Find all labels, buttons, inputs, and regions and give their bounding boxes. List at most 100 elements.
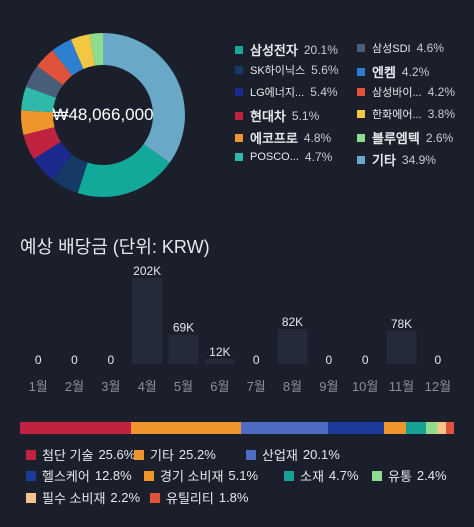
holding-legend-item[interactable]: SK하이닉스 5.6% [235,62,339,78]
sector-legend-item: 필수 소비재 2.2% [26,488,140,507]
dividend-bar [132,278,163,364]
legend-swatch [246,449,256,460]
donut-slice[interactable] [20,110,55,135]
legend-swatch [235,133,243,142]
donut-slice[interactable] [33,141,73,180]
donut-slice[interactable] [89,33,103,66]
holding-percent: 20.1% [303,42,338,57]
holding-legend-item[interactable]: 한화에어... 3.8% [357,106,455,122]
sector-legend-item: 첨단 기술 25.6% [26,445,135,464]
holding-legend-item[interactable]: POSCO... 4.7% [235,150,332,164]
holding-legend-item[interactable]: 블루엠텍 2.6% [357,128,453,147]
donut-slice[interactable] [103,33,185,163]
sector-percent: 2.4% [416,468,447,483]
sector-name: 소재 [300,469,324,484]
donut-slice[interactable] [70,34,95,69]
month-label: 8월 [282,379,303,394]
dividend-bar [386,330,417,364]
holding-legend-item[interactable]: 엔켐 4.2% [357,62,429,81]
donut-slice[interactable] [52,154,88,193]
sector-segment [20,422,132,434]
portfolio-total-value: ₩48,066,000 [52,105,154,124]
sector-name: 기타 [150,448,174,463]
sector-segment [327,422,384,434]
legend-swatch [134,449,144,460]
holding-name: SK하이닉스 [250,65,306,77]
month-label: 7월 [246,379,266,394]
legend-swatch [372,470,382,481]
sector-percent: 1.8% [218,490,249,505]
holding-name: 블루엠텍 [372,131,420,146]
donut-slice[interactable] [26,65,63,98]
holding-legend-item[interactable]: 삼성전자 20.1% [235,40,338,59]
sector-percent: 5.1% [228,468,259,483]
sector-segment [131,422,241,434]
dividend-value-label: 0 [35,353,42,367]
holding-percent: 4.6% [416,41,444,55]
donut-slice[interactable] [77,144,170,197]
legend-swatch [357,110,365,118]
sector-segment [426,422,437,434]
holding-percent: 4.2% [401,64,430,79]
donut-slice[interactable] [37,50,73,86]
holding-legend-item[interactable]: 삼성바이... 4.2% [357,84,455,100]
dividend-value-label: 82K [282,315,303,329]
sector-segment [383,422,406,434]
dividend-value-label: 0 [434,353,441,367]
dividend-value-label: 69K [173,321,194,335]
dividend-value-label: 78K [391,317,412,331]
legend-swatch [235,88,243,96]
holding-percent: 34.9% [401,152,436,167]
dividend-bar [277,329,308,364]
month-label: 2월 [64,379,85,394]
holding-percent: 5.4% [310,85,338,99]
sector-segment [405,422,427,434]
holding-legend-item[interactable]: 기타 34.9% [357,150,436,169]
donut-slice[interactable] [23,127,61,159]
legend-swatch [357,67,365,76]
legend-swatch [357,88,365,96]
sector-allocation-bar [20,422,454,434]
dividend-value-label: 0 [325,353,332,367]
holding-legend-item[interactable]: 삼성SDI 4.6% [357,40,444,56]
sector-legend-item: 산업재 20.1% [246,445,340,464]
sector-segment [240,422,328,434]
dividend-value-label: 202K [133,264,161,278]
dividend-value-label: 0 [253,353,260,367]
legend-swatch [150,492,160,503]
holding-percent: 5.6% [311,63,339,77]
sector-name: 첨단 기술 [42,448,94,463]
month-label: 1월 [28,379,48,394]
legend-swatch [26,470,36,481]
dividend-value-label: 0 [107,353,114,367]
holding-percent: 3.8% [427,107,456,121]
holding-percent: 2.6% [425,130,454,145]
legend-swatch [235,45,243,54]
sector-percent: 12.8% [94,468,132,483]
dividend-chart-title: 예상 배당금 (단위: KRW) [20,237,210,257]
month-label: 12월 [424,379,452,394]
dividend-bar [168,334,199,364]
portfolio-donut-chart[interactable] [18,30,188,200]
holding-legend-item[interactable]: LG에너지... 5.4% [235,84,338,100]
holding-name: 기타 [372,153,396,168]
sector-percent: 25.6% [98,447,136,462]
sector-legend-item: 헬스케어 12.8% [26,466,132,485]
month-label: 3월 [101,379,121,394]
sector-name: 헬스케어 [42,469,90,484]
donut-slice[interactable] [21,86,57,113]
legend-swatch [144,470,154,481]
holding-legend-item[interactable]: 에코프로 4.8% [235,128,331,147]
sector-name: 필수 소비재 [42,491,106,506]
donut-slice[interactable] [52,39,84,76]
sector-name: 경기 소비재 [160,469,224,484]
legend-swatch [26,449,36,460]
holding-legend-item[interactable]: 현대차 5.1% [235,106,319,125]
dividend-value-label: 0 [362,353,369,367]
month-label: 11월 [388,379,415,394]
month-label: 6월 [210,379,230,394]
sector-segment [446,422,454,434]
legend-swatch [357,133,365,142]
legend-swatch [235,111,243,120]
legend-swatch [235,153,243,161]
